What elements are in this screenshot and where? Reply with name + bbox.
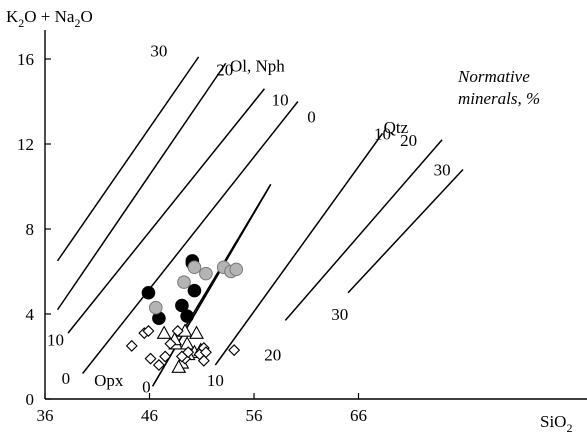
point-open-diamond (125, 339, 138, 352)
isoline-ol-nph-30 (56, 56, 200, 262)
point-open-diamond (142, 325, 155, 337)
y-tick-label: 12 (17, 135, 34, 154)
isoline-label: 0 (142, 377, 151, 396)
legend-title-line-1: Normative (457, 67, 530, 86)
axes (44, 30, 587, 400)
isoline-opx-qtz-20 (284, 139, 443, 321)
x-tick-label: 56 (246, 406, 263, 425)
isoline-end-label: 30 (434, 161, 451, 180)
isoline-opx-qtz-10 (214, 132, 384, 366)
isoline-end-label: 20 (400, 131, 417, 150)
isoline-end-label: 10 (374, 124, 391, 143)
y-tick-label: 8 (26, 220, 35, 239)
y-tick-label: 0 (26, 390, 35, 409)
x-axis-title: SiO2 (540, 412, 572, 435)
x-tick-label: 46 (141, 406, 158, 425)
isoline-label: 20 (216, 61, 233, 80)
point-open-triangle (171, 359, 187, 373)
isoline-ol-nph-0 (82, 101, 299, 374)
point-filled-circle (141, 285, 156, 300)
isoline-label: 10 (272, 90, 289, 109)
field-label: Ol, Nph (230, 56, 285, 75)
point-open-diamond (171, 325, 184, 337)
x-tick-label: 66 (350, 406, 367, 425)
field-label: Opx (94, 371, 124, 390)
data-point-layer (125, 254, 244, 373)
isoline-layer (56, 56, 464, 387)
y-axis-title: K2O + Na2O (6, 7, 93, 30)
point-gray-circle (229, 262, 244, 277)
isoline-end-label: 10 (47, 331, 64, 350)
point-open-triangle (189, 325, 204, 339)
isoline-end-label: 0 (62, 369, 71, 388)
point-gray-circle (187, 260, 202, 275)
isoline-ol-nph-20 (56, 62, 227, 311)
y-tick-label: 16 (17, 50, 34, 69)
point-gray-circle (199, 266, 213, 281)
isoline-label: 0 (307, 107, 316, 126)
isoline-label: 30 (150, 42, 167, 61)
isoline-label: 30 (331, 305, 348, 324)
point-open-diamond (164, 337, 177, 350)
x-tick-label: 36 (37, 406, 54, 425)
point-open-triangle (156, 325, 172, 339)
legend-title-line-2: minerals, % (458, 89, 540, 108)
isoline-label: 10 (207, 371, 224, 390)
tick-layer: 36 46 56 66 0 4 8 12 16 (17, 50, 367, 425)
point-filled-circle (187, 283, 202, 298)
point-open-diamond (152, 359, 165, 371)
point-gray-circle (177, 275, 191, 289)
isoline-opx-qtz-30 (347, 168, 464, 294)
y-tick-label: 4 (26, 305, 35, 324)
point-open-diamond (197, 354, 210, 367)
point-gray-circle (148, 300, 163, 315)
point-open-diamond (159, 350, 172, 363)
label-layer: K2O + Na2O SiO2 Normative minerals, % 30… (6, 7, 572, 435)
point-open-diamond (228, 344, 241, 357)
point-open-diamond (144, 352, 157, 365)
point-open-diamond (175, 350, 188, 363)
isoline-label: 20 (264, 345, 281, 364)
isoline-ol-nph-10 (67, 88, 266, 334)
field-label: Qtz (384, 118, 409, 137)
point-open-triangle (179, 336, 195, 350)
point-filled-circle (180, 309, 194, 323)
